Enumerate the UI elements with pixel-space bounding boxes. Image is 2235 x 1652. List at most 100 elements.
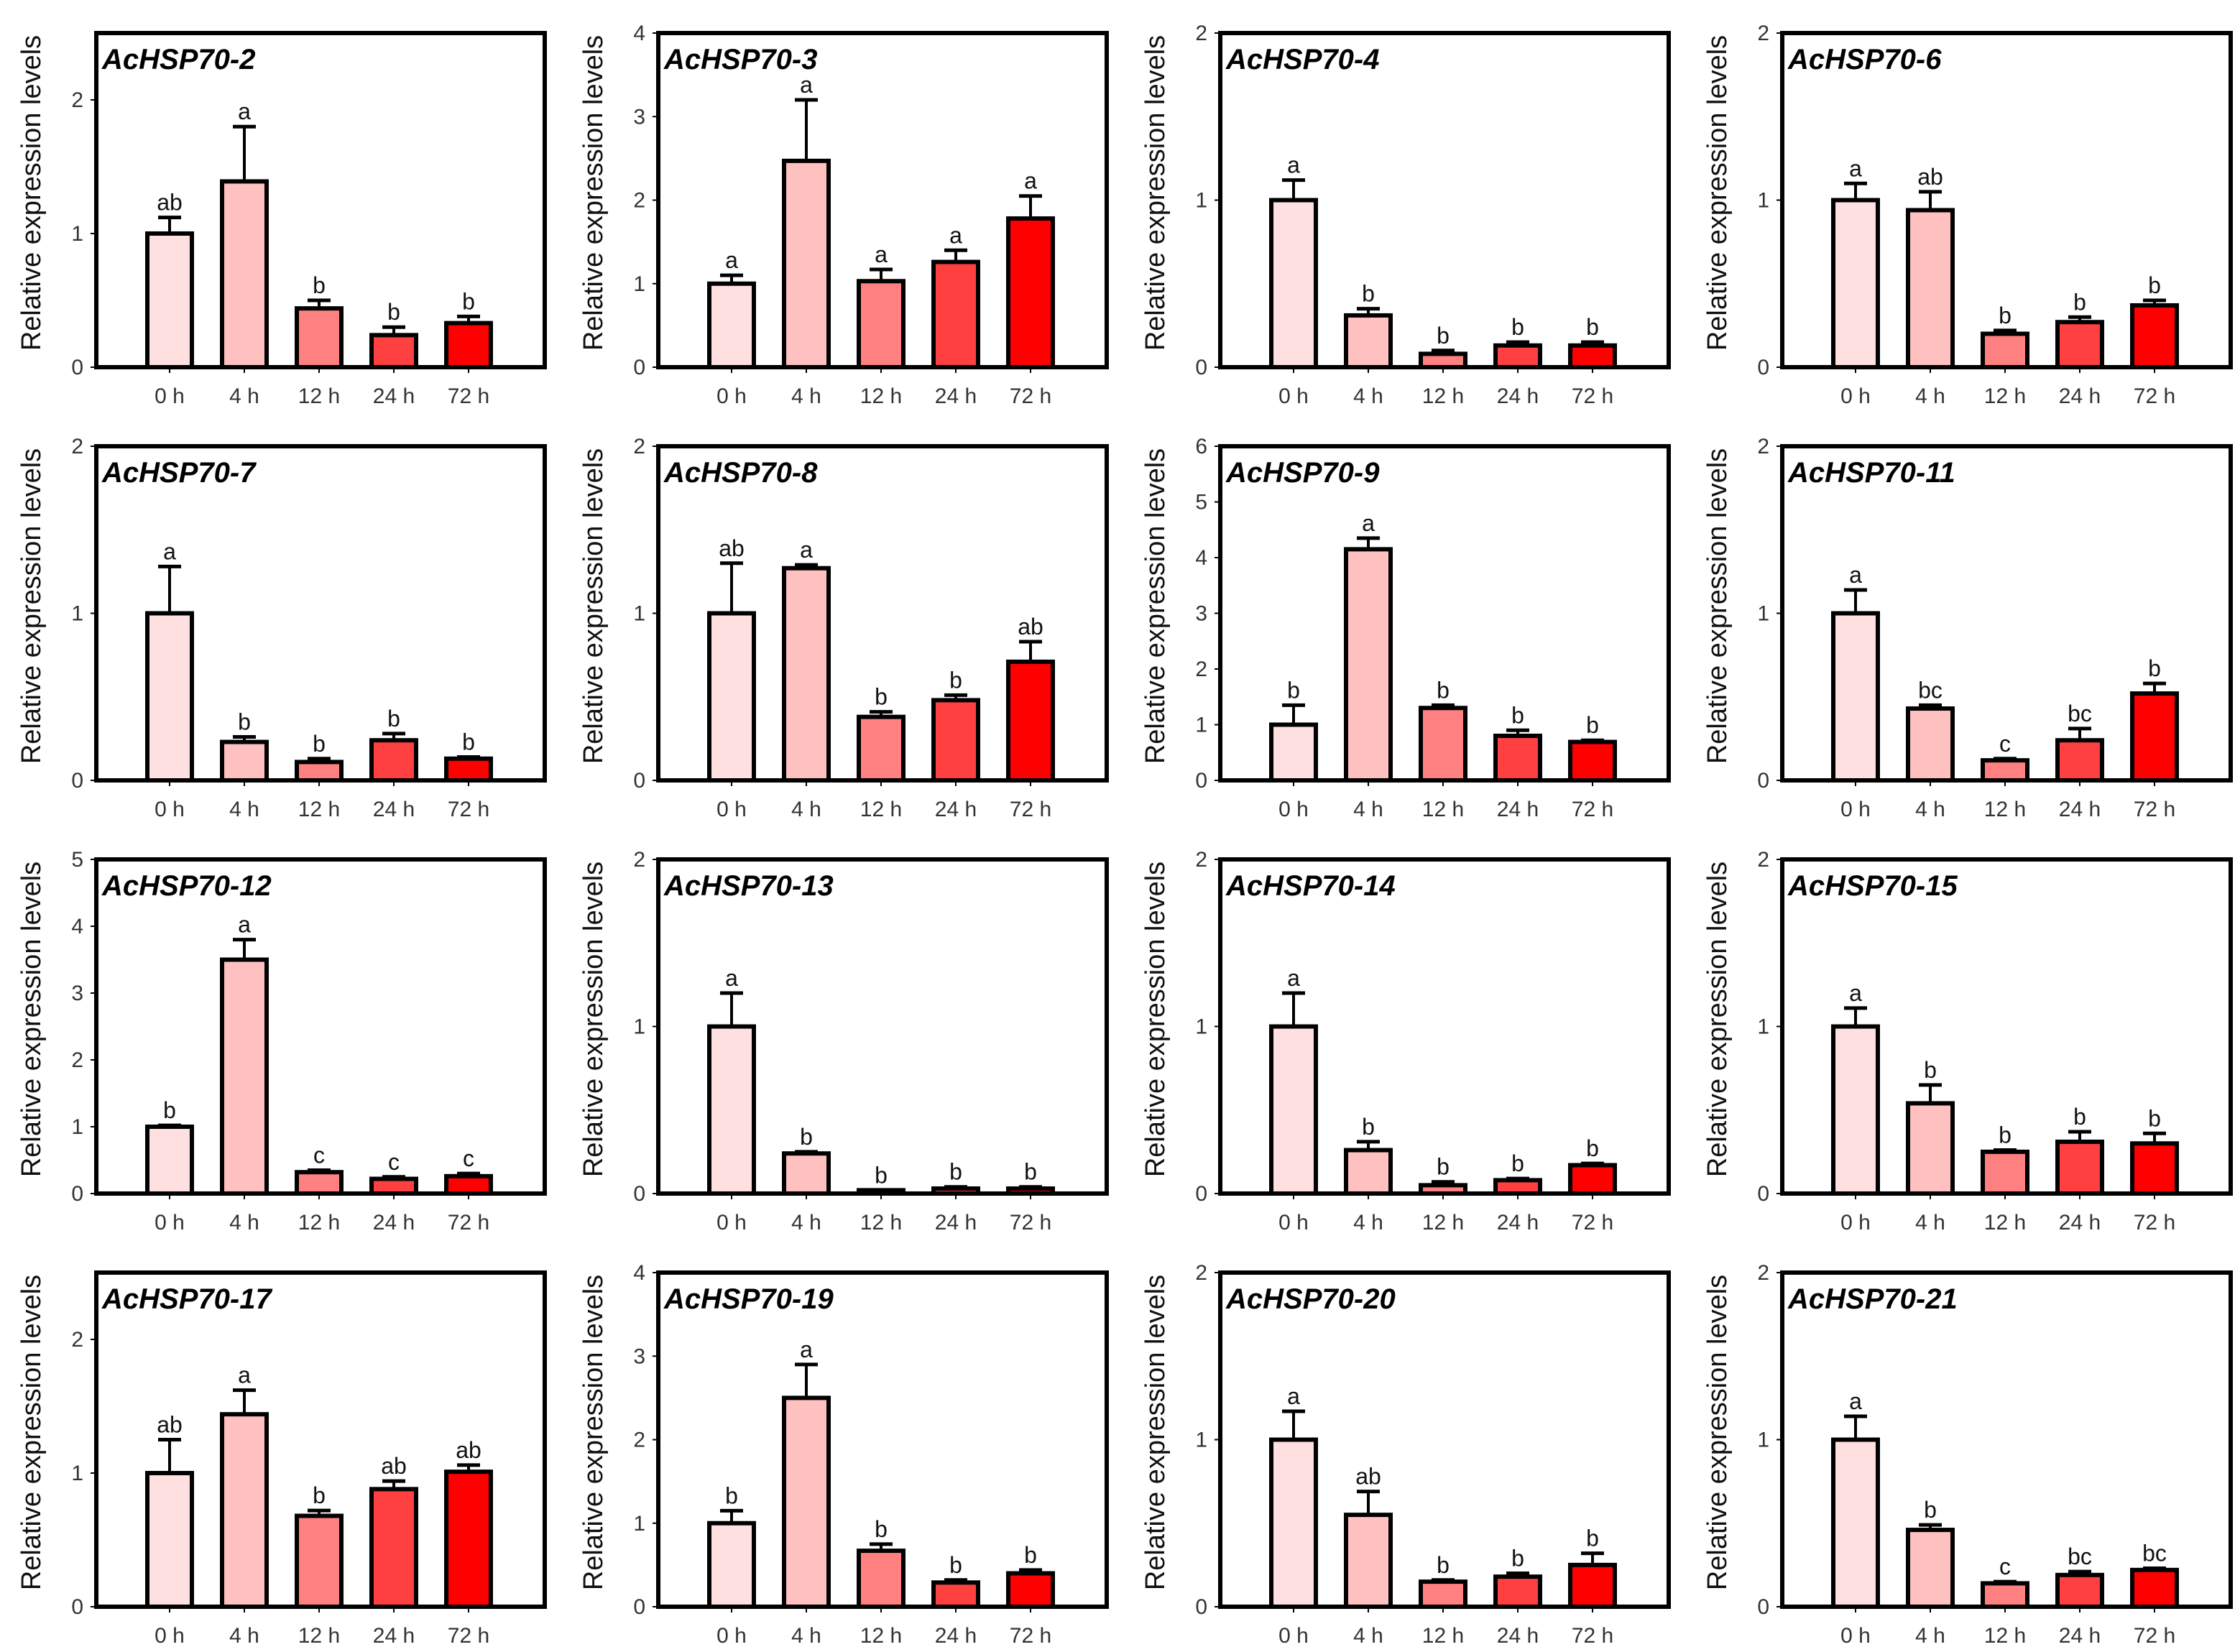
bar bbox=[1344, 547, 1393, 783]
significance-letter: b bbox=[800, 1124, 813, 1150]
significance-letter: b bbox=[1586, 1135, 1599, 1161]
bar bbox=[1419, 1579, 1467, 1609]
x-tick-label: 24 h bbox=[935, 1624, 977, 1648]
y-tick-label: 0 bbox=[633, 1182, 645, 1206]
significance-letter: ab bbox=[1355, 1464, 1381, 1490]
plot-frame bbox=[1780, 31, 2233, 369]
x-tick-label: 72 h bbox=[448, 1211, 489, 1235]
bar bbox=[1493, 1574, 1542, 1609]
y-tick-label: 0 bbox=[1757, 356, 1769, 379]
significance-letter: ab bbox=[719, 535, 745, 561]
bar bbox=[1269, 722, 1318, 783]
y-tick-label: 1 bbox=[1757, 602, 1769, 626]
y-tick-label: 4 bbox=[71, 915, 83, 938]
chart-panel: Relative expression levels 0 1 2 3 4 a 0 h a 4 h a… bbox=[579, 22, 1109, 408]
chart-title: AcHSP70-4 bbox=[1225, 44, 1379, 75]
bar bbox=[707, 1521, 756, 1609]
y-tick-label: 0 bbox=[1195, 769, 1207, 793]
bar bbox=[1906, 1528, 1955, 1609]
bar bbox=[220, 179, 269, 370]
significance-letter: b bbox=[1999, 1122, 2012, 1148]
significance-letter: b bbox=[875, 1162, 888, 1188]
x-tick-label: 72 h bbox=[1572, 1624, 1613, 1648]
bar bbox=[1006, 216, 1055, 370]
significance-letter: b bbox=[313, 272, 326, 298]
bar bbox=[2130, 303, 2179, 370]
plot-frame bbox=[1218, 444, 1671, 783]
significance-letter: b bbox=[1024, 1159, 1037, 1185]
x-tick-label: 72 h bbox=[1010, 1624, 1051, 1648]
significance-letter: a bbox=[800, 1337, 813, 1362]
y-tick-label: 3 bbox=[633, 1344, 645, 1368]
significance-letter: a bbox=[875, 241, 888, 267]
significance-letter: a bbox=[800, 537, 813, 563]
x-tick-label: 24 h bbox=[1497, 798, 1539, 821]
chart-title: AcHSP70-15 bbox=[1787, 870, 1958, 902]
chart-panel: Relative expression levels 0 1 2 a 0 h b 4 h c 12… bbox=[1702, 1261, 2233, 1648]
x-tick-label: 0 h bbox=[155, 1211, 185, 1235]
y-axis-label: Relative expression levels bbox=[1140, 862, 1171, 1177]
y-tick-label: 1 bbox=[633, 272, 645, 296]
plot-frame bbox=[656, 857, 1109, 1196]
x-tick-label: 0 h bbox=[155, 798, 185, 821]
significance-letter: b bbox=[462, 729, 475, 755]
x-tick-label: 4 h bbox=[1353, 1624, 1383, 1648]
chart-title: AcHSP70-2 bbox=[101, 44, 255, 75]
bar bbox=[1568, 739, 1617, 783]
y-axis-label: Relative expression levels bbox=[579, 35, 609, 351]
significance-letter: b bbox=[313, 1482, 326, 1508]
significance-letter: b bbox=[1924, 1497, 1937, 1523]
bar bbox=[220, 957, 269, 1196]
x-tick-label: 12 h bbox=[1422, 1624, 1464, 1648]
x-tick-label: 72 h bbox=[448, 798, 489, 821]
x-tick-label: 24 h bbox=[935, 384, 977, 408]
bar bbox=[1981, 1149, 2029, 1196]
x-tick-label: 72 h bbox=[1010, 1211, 1051, 1235]
y-axis-label: Relative expression levels bbox=[17, 862, 47, 1177]
significance-letter: b bbox=[1999, 303, 2012, 328]
chart-title: AcHSP70-6 bbox=[1787, 44, 1942, 75]
significance-letter: c bbox=[1999, 731, 2011, 757]
y-tick-label: 1 bbox=[1757, 189, 1769, 213]
y-tick-label: 2 bbox=[1195, 22, 1207, 45]
significance-letter: b bbox=[462, 288, 475, 314]
significance-letter: b bbox=[238, 709, 251, 735]
significance-letter: a bbox=[1024, 168, 1037, 194]
plot-frame bbox=[1218, 1270, 1671, 1609]
y-axis-label: Relative expression levels bbox=[1140, 1275, 1171, 1590]
y-tick-label: 2 bbox=[633, 848, 645, 872]
chart-title: AcHSP70-11 bbox=[1787, 457, 1955, 489]
bar bbox=[2055, 320, 2104, 370]
significance-letter: a bbox=[1362, 510, 1375, 536]
x-tick-label: 0 h bbox=[1840, 384, 1871, 408]
bar bbox=[145, 1125, 194, 1196]
bar bbox=[1269, 1437, 1318, 1609]
x-tick-label: 24 h bbox=[2059, 1624, 2101, 1648]
significance-letter: a bbox=[238, 98, 251, 124]
x-tick-label: 0 h bbox=[1278, 1211, 1309, 1235]
y-tick-label: 2 bbox=[71, 1048, 83, 1072]
x-tick-label: 0 h bbox=[1840, 1624, 1871, 1648]
x-tick-label: 24 h bbox=[373, 798, 415, 821]
significance-letter: c bbox=[313, 1142, 325, 1168]
y-axis-label: Relative expression levels bbox=[17, 35, 47, 351]
bar bbox=[857, 1549, 905, 1609]
bar bbox=[1831, 1437, 1880, 1609]
x-tick-label: 12 h bbox=[1422, 384, 1464, 408]
chart-title: AcHSP70-12 bbox=[101, 870, 272, 902]
significance-letter: c bbox=[388, 1149, 400, 1175]
x-tick-label: 4 h bbox=[1353, 1211, 1383, 1235]
significance-letter: b bbox=[1362, 1114, 1375, 1140]
bar bbox=[295, 306, 344, 369]
y-tick-label: 4 bbox=[633, 1261, 645, 1285]
significance-letter: b bbox=[1511, 1546, 1524, 1572]
x-tick-label: 0 h bbox=[716, 798, 747, 821]
y-tick-label: 1 bbox=[1195, 1429, 1207, 1452]
y-tick-label: 4 bbox=[633, 22, 645, 45]
significance-letter: bc bbox=[2068, 1543, 2092, 1569]
bar bbox=[931, 698, 980, 783]
significance-letter: ab bbox=[1917, 164, 1943, 190]
bar bbox=[1981, 1581, 2029, 1610]
y-tick-label: 0 bbox=[1757, 1595, 1769, 1619]
